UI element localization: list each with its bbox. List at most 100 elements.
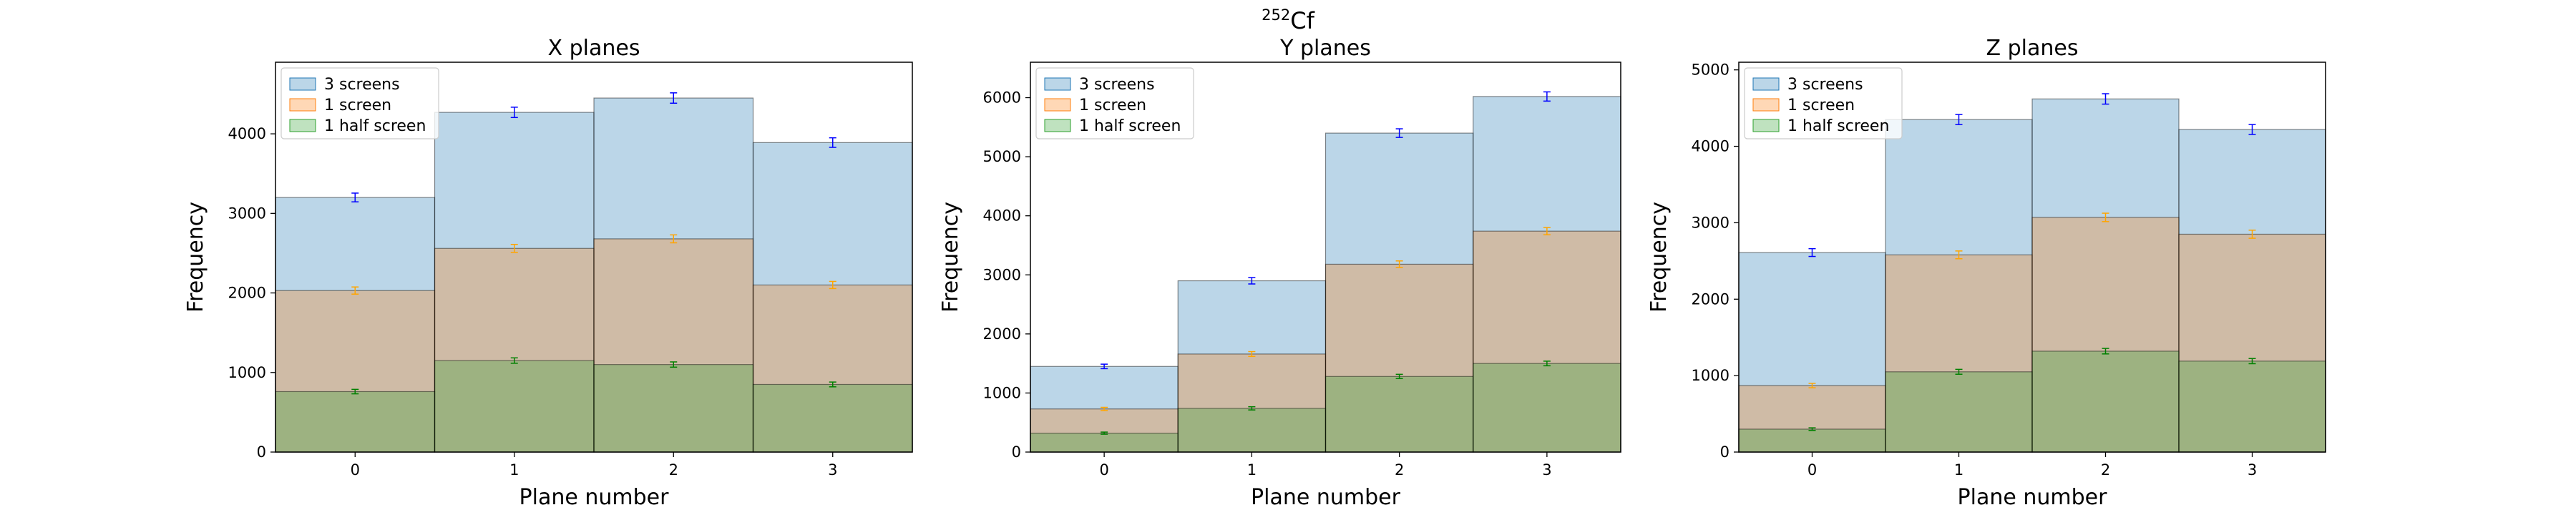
- panel-title: Y planes: [1279, 36, 1371, 61]
- bar: [752, 383, 913, 453]
- y-tick-label: 0: [257, 443, 266, 461]
- bar: [1738, 428, 1886, 453]
- bar: [434, 247, 595, 453]
- panel-title: Z planes: [1986, 36, 2079, 61]
- bar: [752, 142, 913, 453]
- bar: [434, 112, 595, 453]
- y-axis-label: Frequency: [1646, 202, 1672, 313]
- bar: [275, 391, 436, 453]
- figure-title-superscript: 252: [1262, 6, 1290, 24]
- x-axis-label: Plane number: [1251, 485, 1401, 510]
- bar: [2031, 98, 2180, 453]
- legend-swatch: [289, 119, 316, 132]
- bar: [1324, 263, 1474, 453]
- bar: [1473, 96, 1621, 453]
- bar: [593, 364, 754, 453]
- bar: [1885, 119, 2033, 453]
- legend-swatch: [1044, 98, 1071, 112]
- x-tick-label: 0: [1099, 461, 1108, 479]
- bar: [275, 197, 436, 453]
- x-tick-label: 0: [1807, 461, 1817, 479]
- legend-swatch: [1044, 119, 1071, 132]
- legend-box: [1035, 67, 1194, 139]
- legend-swatch: [1752, 98, 1780, 112]
- x-axis-label: Plane number: [1958, 485, 2108, 510]
- bar: [275, 290, 436, 453]
- bar: [434, 360, 595, 453]
- legend-box: [280, 67, 439, 139]
- figure-title-main: Cf: [1290, 7, 1314, 34]
- bar: [1473, 230, 1621, 453]
- y-tick-label: 2000: [983, 325, 1021, 343]
- y-tick-label: 0: [1720, 443, 1729, 461]
- y-tick-label: 4000: [983, 207, 1021, 225]
- legend-label: 3 screens: [1079, 76, 1155, 94]
- x-tick-label: 2: [1395, 461, 1404, 479]
- panel-title: X planes: [548, 36, 640, 61]
- bar: [2031, 350, 2180, 453]
- bar: [1885, 371, 2033, 453]
- bar: [593, 238, 754, 453]
- x-tick-label: 1: [1954, 461, 1963, 479]
- y-axis-label: Frequency: [183, 202, 208, 313]
- chart-panel-1: 0 1 2 3 0 1000 2000 3000 4000 X planes Plane numbe…: [183, 36, 913, 510]
- y-tick-label: 1000: [983, 384, 1021, 401]
- y-tick-label: 6000: [983, 89, 1021, 107]
- y-tick-label: 2000: [1692, 290, 1729, 308]
- legend-label: 1 half screen: [1079, 117, 1181, 135]
- x-axis-label: Plane number: [519, 485, 670, 510]
- x-tick-label: 3: [2248, 461, 2257, 479]
- bar: [1324, 376, 1474, 453]
- legend-label: 1 screen: [1079, 97, 1146, 114]
- y-tick-label: 0: [1012, 443, 1021, 461]
- x-tick-label: 1: [1247, 461, 1257, 479]
- chart-panel-3: 0 1 2 3 0 1000 2000 3000 4000 5000 Z planes Plane n…: [1646, 36, 2326, 510]
- legend-box: [1744, 67, 1903, 139]
- y-tick-label: 3000: [983, 266, 1021, 283]
- legend-label: 1 half screen: [324, 117, 426, 135]
- axes-frame: [275, 62, 913, 453]
- x-tick-label: 2: [2101, 461, 2110, 479]
- legend-swatch: [289, 98, 316, 112]
- bar: [1738, 252, 1886, 453]
- x-tick-label: 0: [351, 461, 360, 479]
- y-tick-label: 4000: [1692, 138, 1729, 155]
- x-tick-label: 2: [669, 461, 678, 479]
- figure-title: 252Cf: [1262, 6, 1314, 34]
- bar: [2178, 360, 2326, 453]
- legend-label: 3 screens: [1787, 76, 1863, 94]
- legend-swatch: [1752, 119, 1780, 132]
- bar: [1738, 385, 1886, 453]
- y-tick-label: 3000: [228, 205, 266, 222]
- bar: [1324, 132, 1474, 453]
- legend-swatch: [1044, 77, 1071, 91]
- x-tick-label: 3: [1542, 461, 1551, 479]
- x-tick-label: 3: [828, 461, 837, 479]
- legend-label: 1 screen: [1787, 97, 1855, 114]
- legend-label: 3 screens: [324, 76, 400, 94]
- bar: [1030, 432, 1179, 453]
- legend-swatch: [289, 77, 316, 91]
- bar: [1177, 408, 1327, 453]
- bar: [2178, 129, 2326, 453]
- legend-swatch: [1752, 77, 1780, 91]
- x-tick-label: 1: [509, 461, 519, 479]
- bar: [2031, 217, 2180, 453]
- axes-frame: [1738, 62, 2326, 453]
- legend-label: 1 screen: [324, 97, 391, 114]
- bar: [1177, 280, 1327, 453]
- y-tick-label: 3000: [1692, 214, 1729, 231]
- y-tick-label: 4000: [228, 125, 266, 142]
- legend-label: 1 half screen: [1787, 117, 1889, 135]
- bar: [752, 284, 913, 453]
- chart-panel-2: 0 1 2 3 0 1000 2000 3000 4000 5000 6000 Y planes Pla…: [938, 36, 1621, 510]
- bar: [1030, 366, 1179, 453]
- y-tick-label: 2000: [228, 285, 266, 302]
- bar: [2178, 233, 2326, 453]
- y-tick-label: 5000: [1692, 62, 1729, 79]
- y-tick-label: 1000: [228, 364, 266, 381]
- y-tick-label: 5000: [983, 148, 1021, 165]
- y-axis-label: Frequency: [938, 202, 963, 313]
- y-tick-label: 1000: [1692, 367, 1729, 384]
